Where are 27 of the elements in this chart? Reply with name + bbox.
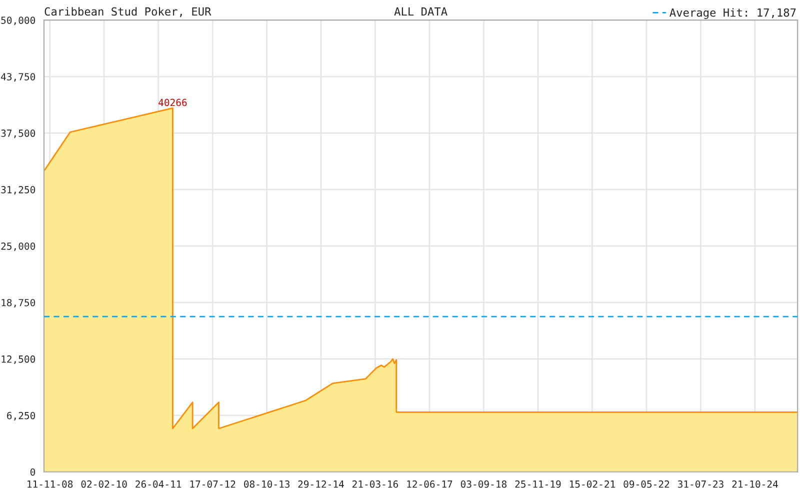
x-tick-label: 17-07-12 <box>190 480 236 488</box>
y-tick-label: 0 <box>30 468 36 476</box>
x-tick-label: 26-04-11 <box>136 480 182 488</box>
y-tick-label: 43,750 <box>1 73 36 82</box>
y-tick-label: 18,750 <box>2 298 36 308</box>
x-tick-label: 21-10-24 <box>732 480 778 488</box>
x-tick-label: 09-05-22 <box>624 480 670 488</box>
y-tick-label: 25,000 <box>1 242 36 252</box>
y-tick-label: 50,000 <box>1 16 36 26</box>
x-tick-label: 25-11-19 <box>515 480 561 488</box>
x-tick-label: 03-09-18 <box>460 480 507 488</box>
x-tick-label: 21-03-16 <box>352 480 398 488</box>
chart-title: Caribbean Stud Poker, EUR <box>44 7 212 18</box>
x-tick-label: 11-11-08 <box>28 480 73 488</box>
x-tick-label: 02-02-10 <box>81 480 127 488</box>
x-tick-label: 08-10-13 <box>244 480 290 488</box>
data-label: 40266 <box>158 98 187 106</box>
x-tick-label: 31-07-23 <box>678 480 724 488</box>
y-tick-label: 12,500 <box>2 355 36 364</box>
y-tick-label: 31,250 <box>1 186 36 195</box>
x-tick-label: 29-12-14 <box>298 480 344 488</box>
y-tick-label: 37,500 <box>1 130 36 138</box>
legend-label: Average Hit: 17,187 <box>670 8 796 19</box>
y-tick-label: 6,250 <box>7 412 36 420</box>
x-tick-label: 15-02-21 <box>570 480 615 488</box>
x-tick-label: 12-06-17 <box>407 480 452 488</box>
chart-subtitle: ALL DATA <box>394 7 448 16</box>
